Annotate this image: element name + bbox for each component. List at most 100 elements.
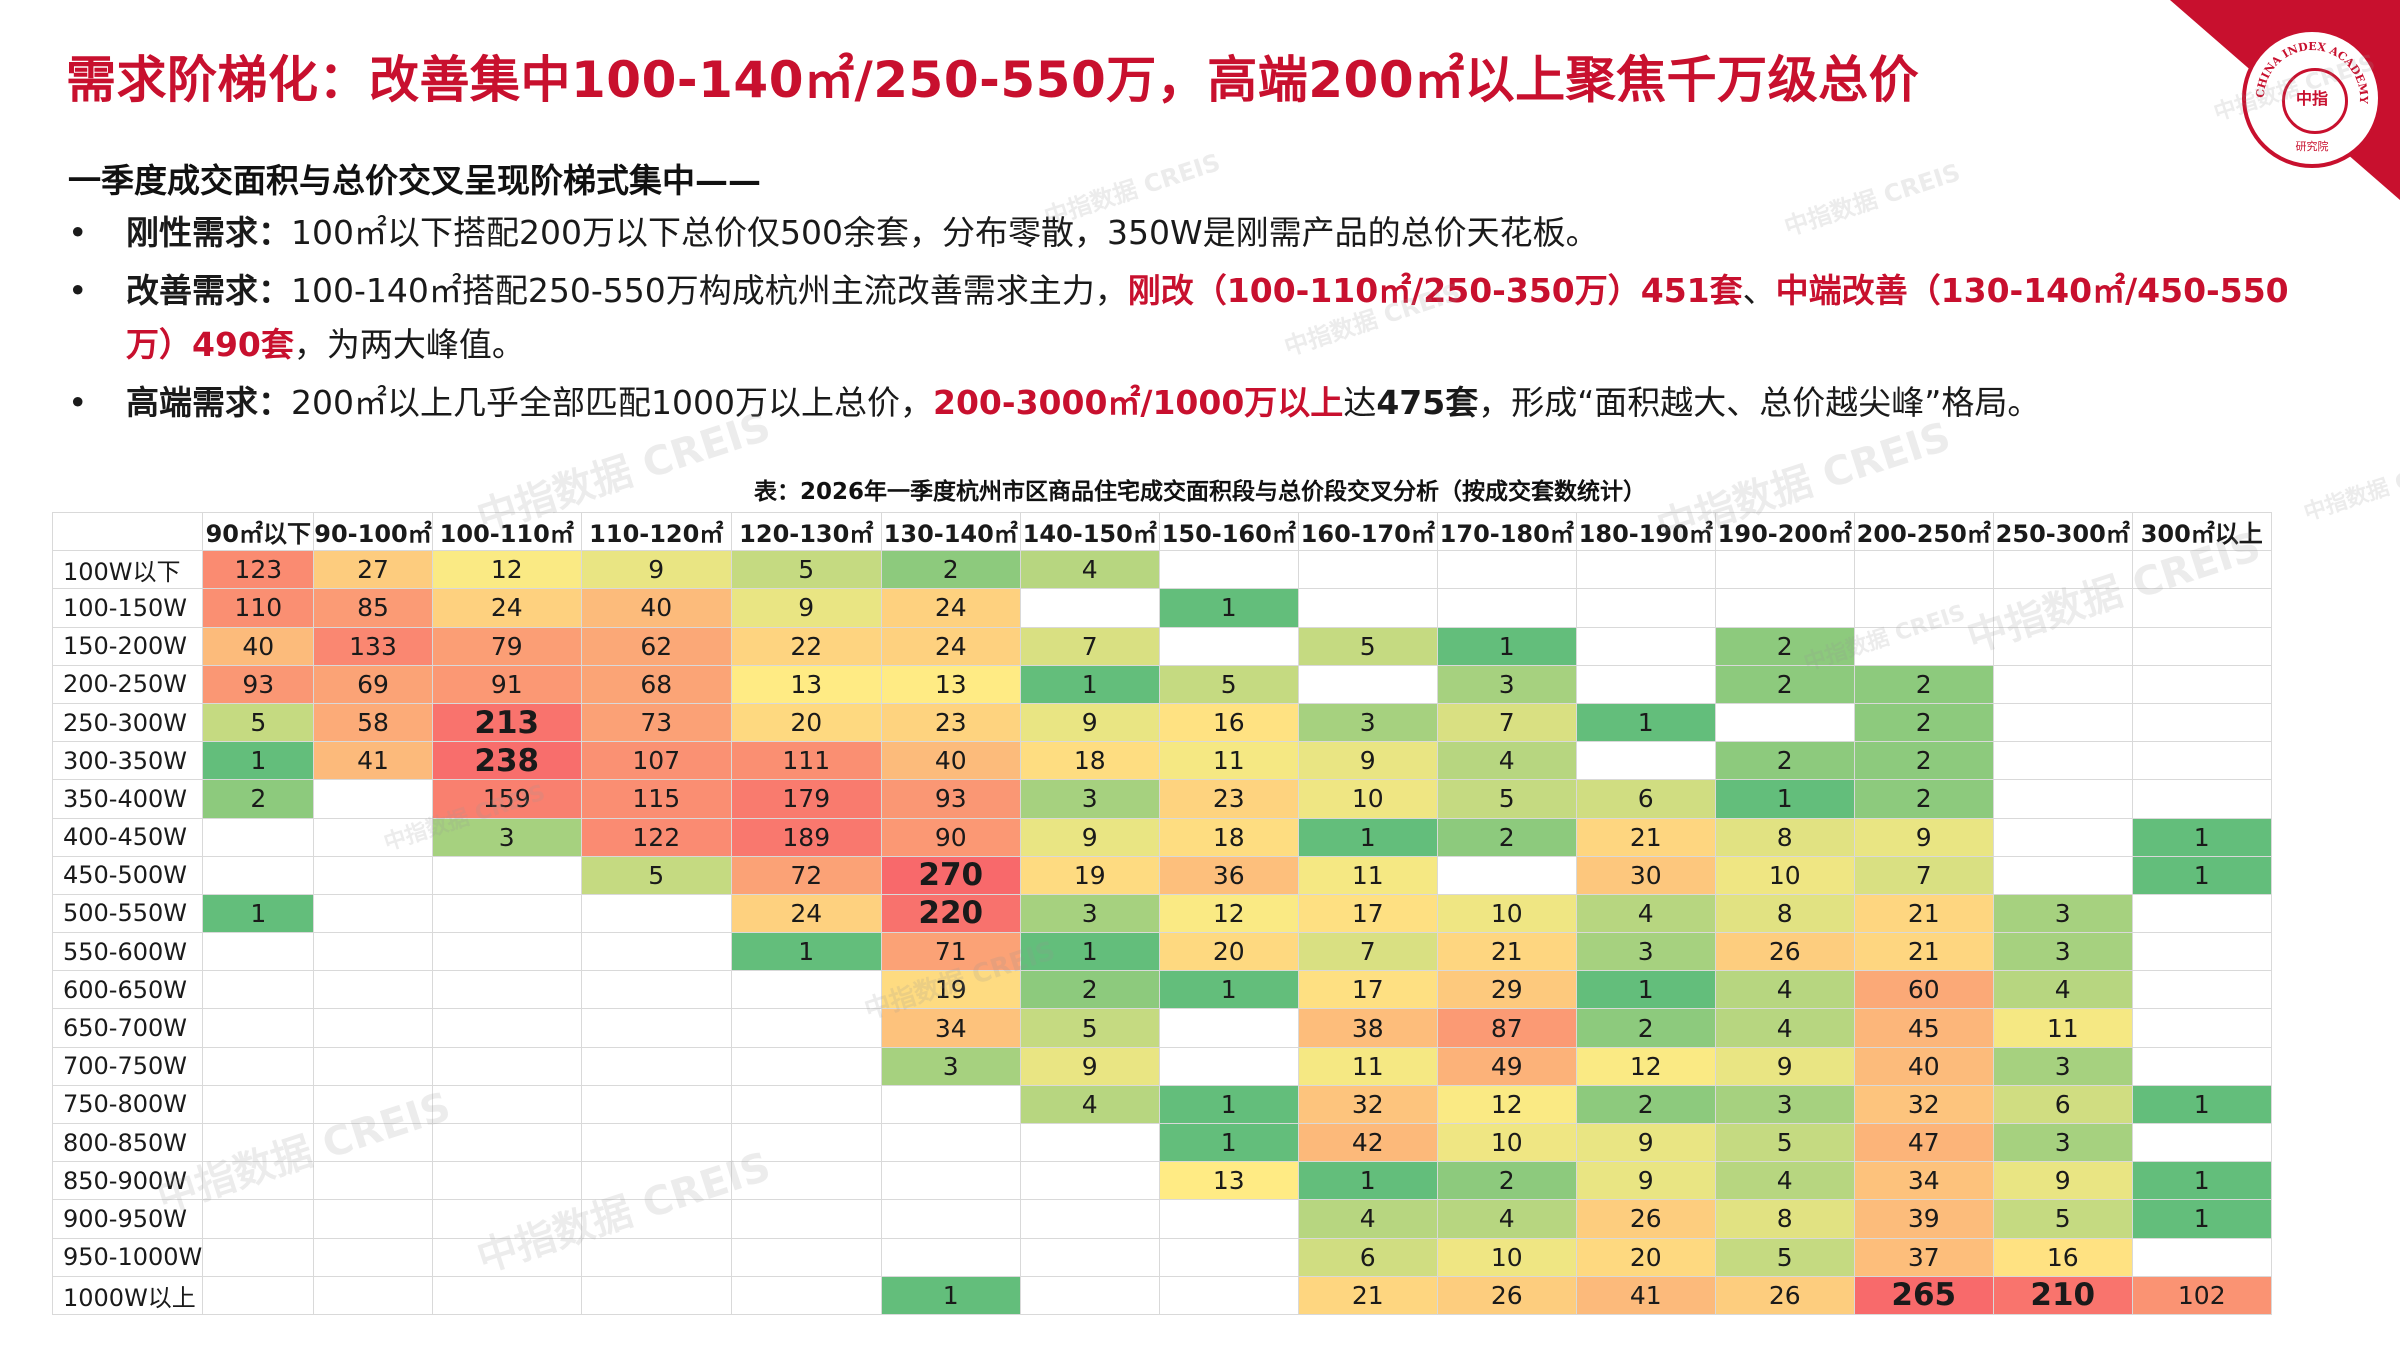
- table-cell: 2: [1436, 817, 1577, 857]
- table-row: 150-200W 40 133 79 62 22 24 7 5 1 2: [51, 626, 2272, 666]
- table-cell: [313, 1237, 433, 1277]
- table-cell: 1: [2131, 1199, 2272, 1239]
- table-cell: 3: [1019, 779, 1160, 819]
- table-cell: [730, 970, 882, 1010]
- table-cell: 9: [1992, 1161, 2133, 1201]
- table-cell: 10: [1714, 855, 1855, 895]
- table-cell: 40: [880, 741, 1021, 781]
- table-cell: 11: [1297, 855, 1438, 895]
- svg-text:研究院: 研究院: [2296, 139, 2329, 153]
- table-cell: 1: [1158, 588, 1299, 628]
- table-cell: 19: [1019, 855, 1160, 895]
- table-cell: 213: [431, 702, 582, 743]
- table-cell: 91: [431, 664, 582, 704]
- table-cell: 5: [202, 702, 315, 743]
- table-cell: 220: [880, 893, 1021, 934]
- academy-logo: CHINA INDEX ACADEMY 中指 研究院: [2242, 28, 2382, 168]
- table-cell: 9: [1575, 1161, 1716, 1201]
- table-row: 200-250W 93 69 91 68 13 13 1 5 3 2 2: [51, 664, 2272, 704]
- column-header: 200-250㎡: [1853, 511, 1994, 552]
- row-label: 200-250W: [51, 664, 204, 704]
- table-header-row: 90㎡以下 90-100㎡ 100-110㎡ 110-120㎡ 120-130㎡ 130-…: [51, 511, 2272, 552]
- table-cell: 7: [1297, 932, 1438, 972]
- table-cell: [431, 1046, 582, 1086]
- row-label: 650-700W: [51, 1008, 204, 1048]
- table-cell: 11: [1992, 1008, 2133, 1048]
- table-cell: [580, 1199, 732, 1239]
- table-cell: [1992, 588, 2133, 628]
- table-cell: [580, 1161, 732, 1201]
- table-cell: [880, 1161, 1021, 1201]
- table-cell: 10: [1436, 1122, 1577, 1163]
- table-cell: [202, 1275, 315, 1315]
- table-cell: 87: [1436, 1008, 1577, 1048]
- table-cell: [1714, 550, 1855, 590]
- table-cell: 1: [1019, 932, 1160, 972]
- table-cell: 3: [1992, 1046, 2133, 1086]
- table-cell: 9: [1575, 1122, 1716, 1163]
- table-cell: [1575, 588, 1716, 628]
- table-cell: 26: [1714, 932, 1855, 972]
- table-cell: 238: [431, 741, 582, 781]
- table-cell: 3: [1714, 1084, 1855, 1125]
- table-row: 550-600W 1 71 1 20 7 21 3 26 21 3: [51, 932, 2272, 972]
- table-cell: [431, 1161, 582, 1201]
- table-cell: 34: [880, 1008, 1021, 1048]
- bullet-dot: •: [68, 213, 88, 252]
- table-cell: [730, 1008, 882, 1048]
- table-cell: [313, 932, 433, 972]
- table-cell: 179: [730, 779, 882, 819]
- row-label: 700-750W: [51, 1046, 204, 1086]
- table-cell: [1158, 1237, 1299, 1277]
- table-cell: 2: [1853, 664, 1994, 704]
- table-cell: 9: [1853, 817, 1994, 857]
- table-cell: [1019, 1237, 1160, 1277]
- table-cell: 4: [1436, 741, 1577, 781]
- table-cell: [2131, 970, 2272, 1010]
- table-cell: 71: [880, 932, 1021, 972]
- table-cell: 21: [1575, 817, 1716, 857]
- table-cell: 4: [1019, 1084, 1160, 1125]
- table-cell: [313, 1275, 433, 1315]
- table-cell: [1019, 588, 1160, 628]
- table-cell: [1992, 702, 2133, 743]
- table-cell: 3: [1575, 932, 1716, 972]
- table-cell: 36: [1158, 855, 1299, 895]
- table-cell: 1: [1436, 626, 1577, 666]
- table-cell: [2131, 893, 2272, 934]
- table-cell: 17: [1297, 893, 1438, 934]
- table-cell: [1297, 588, 1438, 628]
- table-cell: 5: [580, 855, 732, 895]
- table-cell: [880, 1237, 1021, 1277]
- table-cell: 21: [1853, 932, 1994, 972]
- bullet-text: ，形成“面积越大、总价越尖峰”格局。: [1478, 383, 2041, 422]
- table-cell: 22: [730, 626, 882, 666]
- column-header: 190-200㎡: [1714, 511, 1855, 552]
- row-label: 950-1000W: [51, 1237, 204, 1277]
- table-cell: 18: [1019, 741, 1160, 781]
- table-cell: 1: [1019, 664, 1160, 704]
- row-label: 500-550W: [51, 893, 204, 934]
- table-cell: 189: [730, 817, 882, 857]
- table-cell: [1019, 1199, 1160, 1239]
- table-cell: 90: [880, 817, 1021, 857]
- bullet-text: 200㎡以上几乎全部匹配1000万以上总价，: [291, 383, 933, 422]
- table-cell: 12: [1575, 1046, 1716, 1086]
- table-cell: 5: [1297, 626, 1438, 666]
- table-cell: [580, 932, 732, 972]
- column-header: 180-190㎡: [1575, 511, 1716, 552]
- table-cell: [1575, 741, 1716, 781]
- table-cell: [1853, 550, 1994, 590]
- table-cell: [580, 1008, 732, 1048]
- table-cell: 2: [1436, 1161, 1577, 1201]
- table-cell: 4: [1714, 1161, 1855, 1201]
- table-cell: [1158, 1275, 1299, 1315]
- table-cell: 13: [880, 664, 1021, 704]
- table-row: 700-750W 3 9 11 49 12 9 40 3: [51, 1046, 2272, 1086]
- table-cell: 2: [1853, 779, 1994, 819]
- table-cell: 21: [1436, 932, 1577, 972]
- table-cell: [1436, 588, 1577, 628]
- table-row: 100-150W 110 85 24 40 9 24 1: [51, 588, 2272, 628]
- row-label: 900-950W: [51, 1199, 204, 1239]
- table-cell: [2131, 550, 2272, 590]
